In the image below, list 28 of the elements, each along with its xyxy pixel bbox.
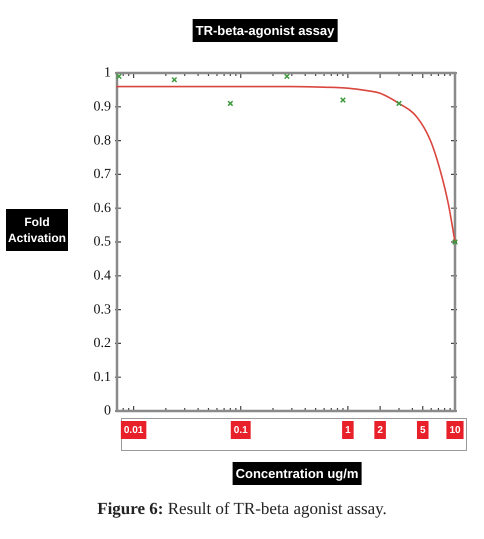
x-tick-label: 0.01: [124, 424, 144, 436]
x-tick-label: 2: [377, 424, 384, 436]
y-tick-label: 0.2: [94, 336, 111, 352]
y-tick-label: 0.5: [94, 234, 111, 250]
caption: Figure 6: Result of TR-beta agonist assay.: [96, 499, 388, 519]
y-tick-label: 0.3: [94, 302, 111, 318]
y-tick-label: 0.4: [94, 268, 111, 284]
y-tick-label: 0.9: [94, 99, 111, 114]
y-tick-label: 0.8: [94, 133, 111, 148]
x-tick-label: 10: [449, 424, 461, 436]
y-tick-label: 0: [104, 404, 111, 419]
x-axis-title: Concentration ug/m: [232, 462, 362, 485]
point: [227, 100, 234, 106]
point: [452, 238, 458, 246]
y-tick-label: 0.7: [94, 167, 111, 182]
x-tick-label: 5: [420, 424, 426, 436]
point: [340, 97, 346, 104]
point: [284, 73, 290, 80]
x-tick-label: 1: [345, 424, 352, 436]
point: [171, 76, 178, 83]
y-tick-label: 0.1: [94, 370, 111, 385]
point: [396, 100, 402, 106]
chart-title: TR-beta-agonist assay: [192, 19, 338, 42]
point: [116, 73, 122, 80]
y-axis-title: Fold Activation: [6, 209, 68, 251]
y-tick-label: 0.6: [94, 200, 111, 216]
y-tick-label: 1: [104, 66, 111, 81]
x-tick-label: 0.1: [234, 424, 248, 436]
